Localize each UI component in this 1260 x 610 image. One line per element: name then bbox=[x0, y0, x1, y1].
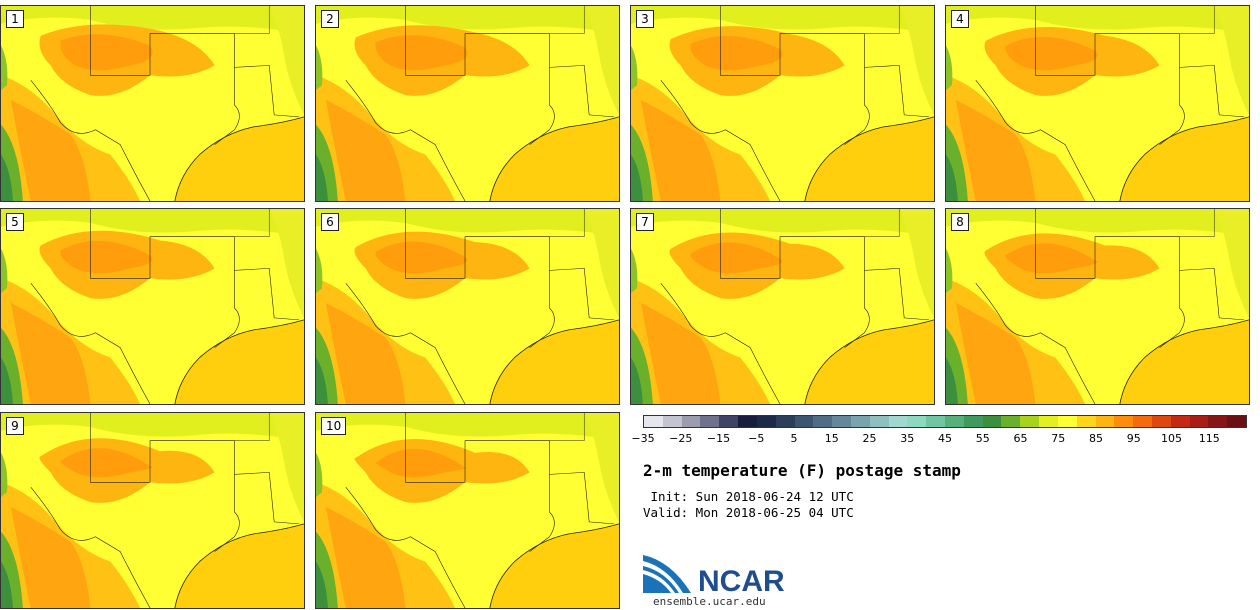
stamp-panel-1: 1 bbox=[0, 5, 305, 202]
colorbar-segment bbox=[775, 416, 795, 427]
colorbar-segment bbox=[1039, 416, 1058, 427]
stamp-panel-9: 9 bbox=[0, 412, 305, 609]
member-label: 4 bbox=[951, 10, 969, 28]
colorbar-segment bbox=[1170, 416, 1190, 427]
stamp-panel-6: 6 bbox=[315, 208, 620, 405]
stamp-panel-5: 5 bbox=[0, 208, 305, 405]
member-label: 1 bbox=[6, 10, 24, 28]
colorbar-tick-label: −15 bbox=[706, 432, 731, 445]
colorbar-tick-label: −35 bbox=[631, 432, 655, 445]
colorbar-segment bbox=[1076, 416, 1096, 427]
colorbar-tick-label: 55 bbox=[975, 432, 990, 445]
colorbar-segment bbox=[700, 416, 720, 427]
colorbar-segment bbox=[1020, 416, 1040, 427]
figure-title: 2-m temperature (F) postage stamp bbox=[643, 461, 961, 480]
member-label: 5 bbox=[6, 213, 24, 231]
colorbar-segment bbox=[926, 416, 945, 427]
colorbar-segment bbox=[1001, 416, 1021, 427]
colorbar-tick-label: 105 bbox=[1161, 432, 1182, 445]
colorbar-tick-label: −25 bbox=[669, 432, 693, 445]
colorbar-segment bbox=[738, 416, 757, 427]
colorbar-tick-labels: −35 −25 −15 −5 5 15 25 35 45 55 65 75 85 95 105 115 bbox=[631, 432, 1247, 448]
site-url: ensemble.ucar.edu bbox=[653, 595, 766, 608]
colorbar-segment bbox=[850, 416, 870, 427]
colorbar-segment bbox=[662, 416, 682, 427]
stamp-panel-8: 8 bbox=[945, 208, 1250, 405]
colorbar-segment bbox=[681, 416, 701, 427]
colorbar-tick-label: 75 bbox=[1051, 432, 1066, 445]
colorbar-segment bbox=[1227, 416, 1246, 427]
colorbar-segment bbox=[794, 416, 814, 427]
colorbar-segment bbox=[644, 416, 663, 427]
stamp-panel-7: 7 bbox=[630, 208, 935, 405]
member-label: 9 bbox=[6, 417, 24, 435]
init-time: Init: Sun 2018-06-24 12 UTC bbox=[643, 489, 854, 504]
stamp-panel-4: 4 bbox=[945, 5, 1250, 202]
colorbar-segment bbox=[945, 416, 964, 427]
colorbar-tick-label: 65 bbox=[1013, 432, 1028, 445]
colorbar-segment bbox=[1133, 416, 1152, 427]
colorbar-tick-label: 5 bbox=[790, 432, 798, 445]
colorbar-tick-label: −5 bbox=[748, 432, 765, 445]
member-label: 6 bbox=[321, 213, 339, 231]
colorbar-tick-label: 95 bbox=[1126, 432, 1141, 445]
valid-time: Valid: Mon 2018-06-25 04 UTC bbox=[643, 505, 854, 520]
colorbar-segment bbox=[832, 416, 851, 427]
member-label: 2 bbox=[321, 10, 339, 28]
colorbar-segment bbox=[888, 416, 908, 427]
colorbar-segment bbox=[963, 416, 983, 427]
logo-text: NCAR bbox=[698, 565, 785, 598]
colorbar-tick-label: 15 bbox=[824, 432, 839, 445]
temperature-colorbar bbox=[643, 415, 1247, 428]
member-label: 3 bbox=[636, 10, 654, 28]
colorbar-tick-label: 115 bbox=[1198, 432, 1220, 445]
colorbar-segment bbox=[813, 416, 833, 427]
colorbar-segment bbox=[1057, 416, 1077, 427]
ncar-logo-icon: NCAR bbox=[643, 555, 785, 598]
colorbar-segment bbox=[869, 416, 889, 427]
colorbar-segment bbox=[1208, 416, 1228, 427]
member-label: 7 bbox=[636, 213, 654, 231]
colorbar-segment bbox=[1114, 416, 1134, 427]
colorbar-tick-label: 85 bbox=[1089, 432, 1103, 445]
colorbar-tick-label: 35 bbox=[900, 432, 915, 445]
colorbar-segment bbox=[756, 416, 776, 427]
colorbar-segment bbox=[1151, 416, 1171, 427]
stamp-panel-2: 2 bbox=[315, 5, 620, 202]
colorbar-segment bbox=[719, 416, 739, 427]
colorbar-segment bbox=[1189, 416, 1209, 427]
colorbar-tick-label: 45 bbox=[938, 432, 952, 445]
member-label: 8 bbox=[951, 213, 969, 231]
stamp-panel-10: 10 bbox=[315, 412, 620, 609]
member-label: 10 bbox=[321, 417, 347, 435]
colorbar-segment bbox=[982, 416, 1002, 427]
colorbar-segment bbox=[907, 416, 927, 427]
stamp-panel-3: 3 bbox=[630, 5, 935, 202]
colorbar-tick-label: 25 bbox=[862, 432, 877, 445]
colorbar-segment bbox=[1095, 416, 1115, 427]
